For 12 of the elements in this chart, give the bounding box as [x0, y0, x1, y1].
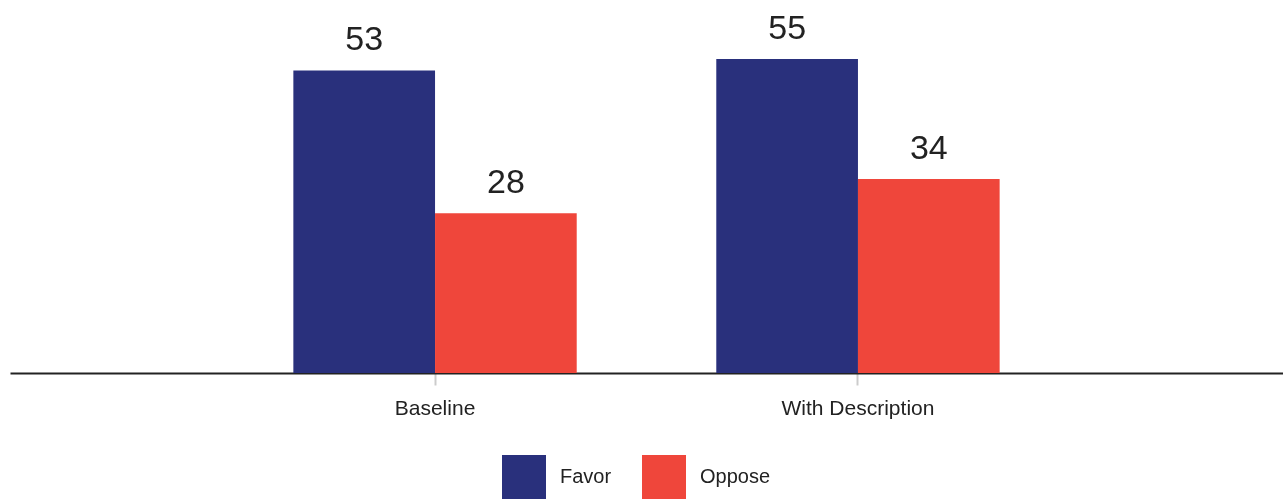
bar	[716, 59, 858, 373]
data-label: 28	[486, 162, 525, 201]
bar	[293, 70, 436, 373]
legend-label: Favor	[560, 465, 612, 487]
x-tick-label: With Description	[781, 395, 935, 419]
data-label: 34	[909, 127, 948, 166]
x-tick-label: Baseline	[394, 395, 476, 419]
data-label: 55	[768, 8, 807, 46]
bar	[435, 213, 577, 373]
legend-label: Oppose	[700, 465, 771, 487]
bar	[857, 178, 1000, 373]
data-label: 53	[345, 19, 384, 58]
